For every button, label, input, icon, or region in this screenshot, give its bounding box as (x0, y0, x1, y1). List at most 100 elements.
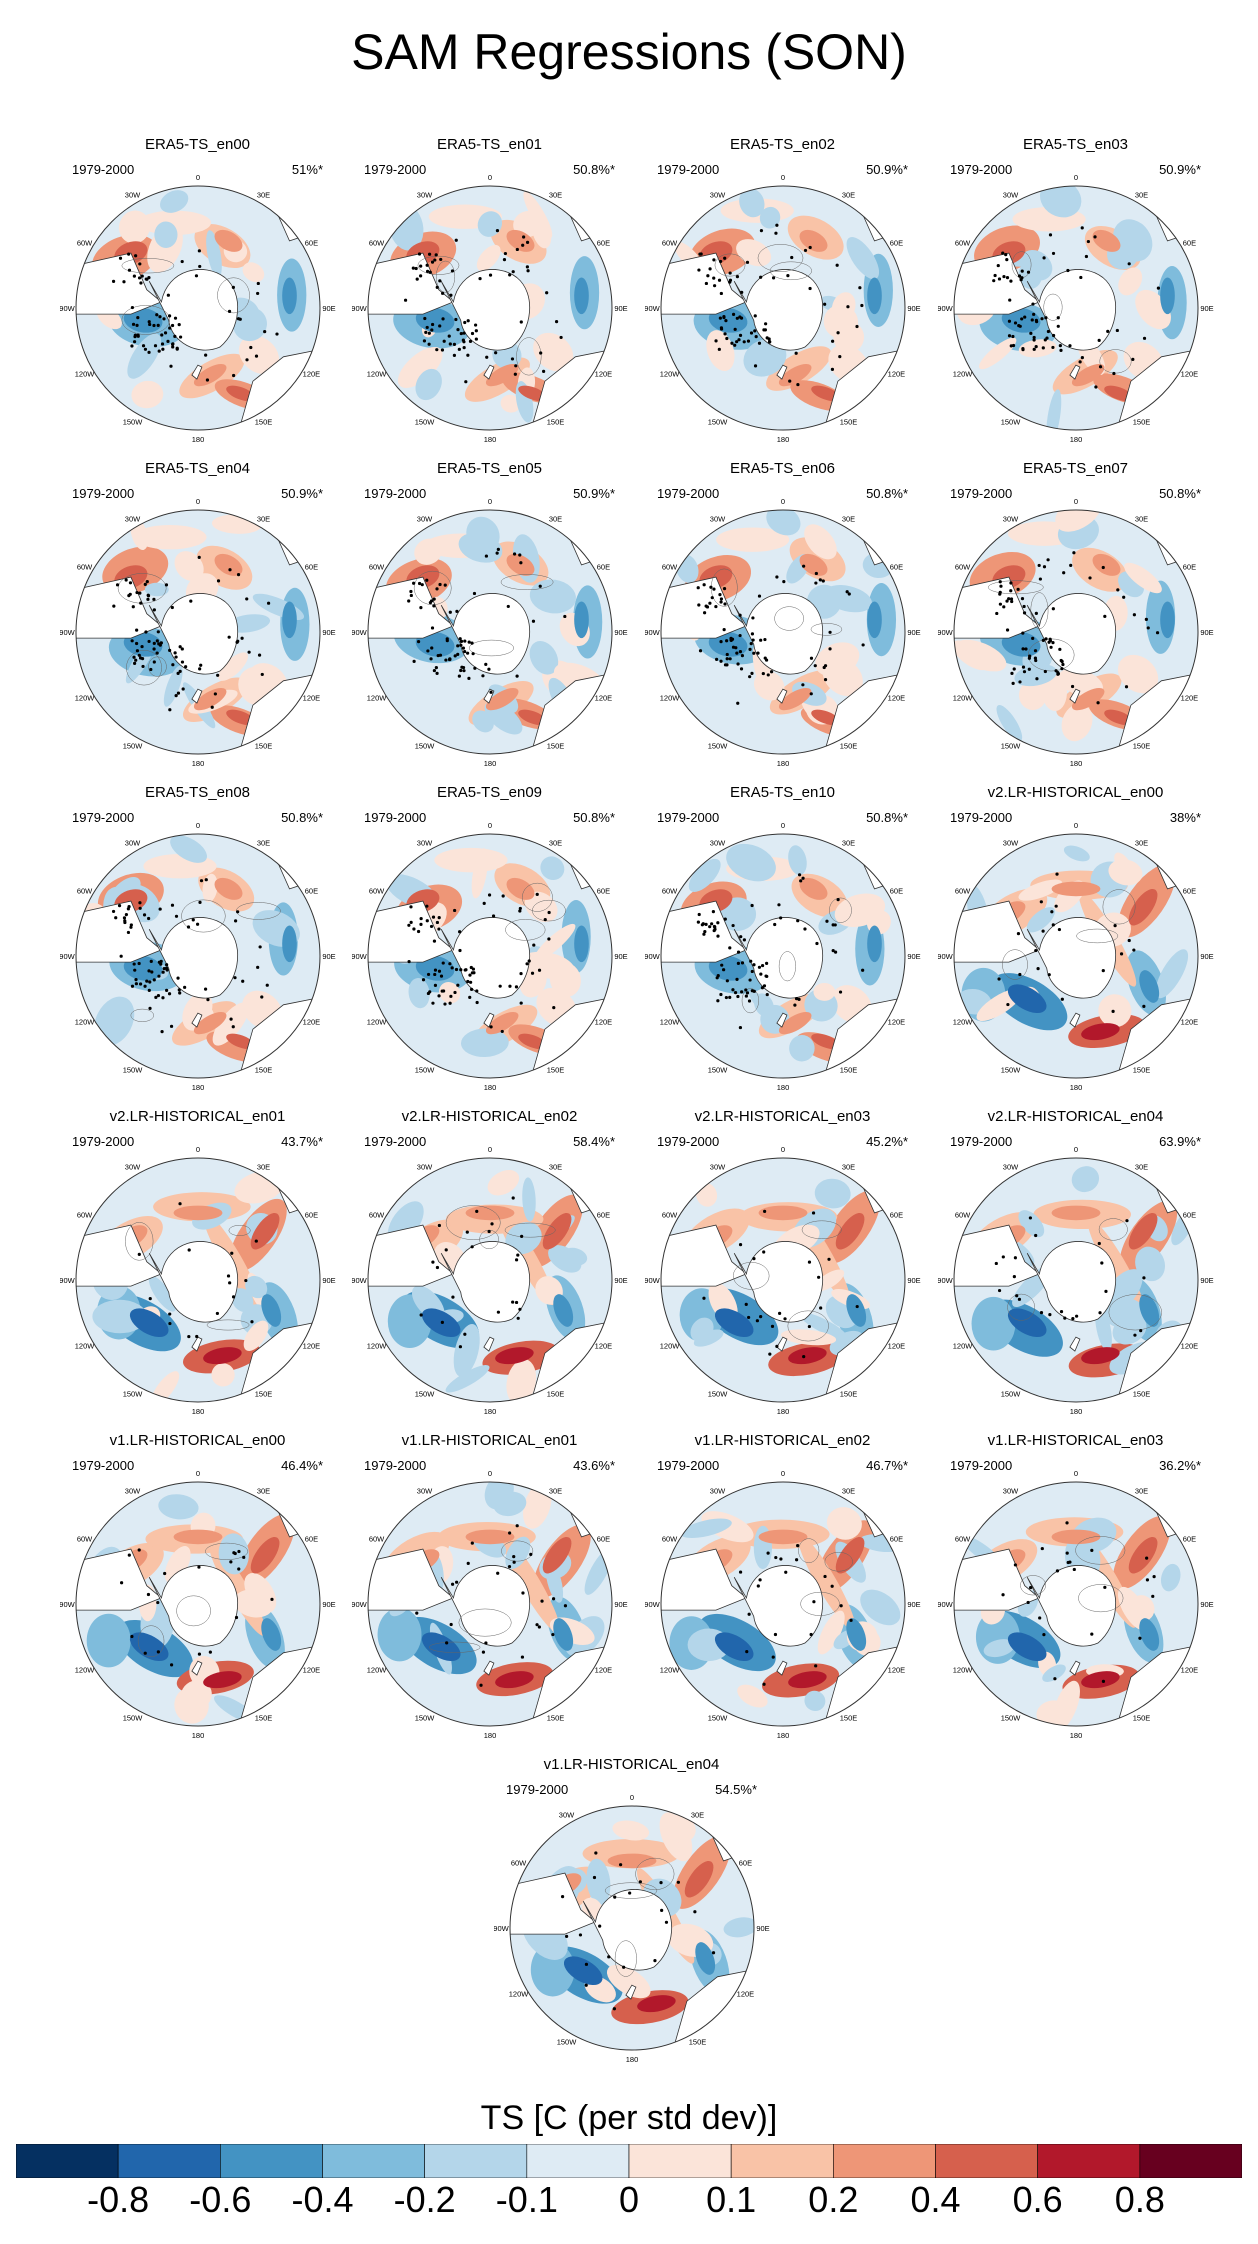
panel-years: 1979-2000 (364, 162, 427, 177)
lon-label: 180 (1070, 759, 1083, 768)
polar-map: 0 30E 60E 90E 120E 150E 180 150W 120W 90W 60W 30W (938, 1469, 1214, 1740)
polar-map: 0 30E 60E 90E 120E 150E 180 150W 120W 90W 60W 30W (60, 173, 336, 444)
map-panel: 0 30E 60E 90E 120E 150E 180 150W 120W 90W 60W 30W ER… (352, 460, 628, 768)
colorbar-swatch (628, 2144, 732, 2178)
lon-label: 30W (125, 1487, 141, 1496)
map-panel: 0 30E 60E 90E 120E 150E 180 150W 120W 90W 60W 30W v2… (938, 1108, 1214, 1416)
lon-label: 180 (484, 1407, 497, 1416)
panel-percent: 50.8%* (866, 810, 908, 825)
lon-label: 30W (125, 1163, 141, 1172)
panel-title: ERA5-TS_en08 (144, 784, 251, 801)
lon-label: 120W (75, 1666, 96, 1675)
lon-label: 30E (1135, 515, 1148, 524)
lon-label: 180 (777, 1731, 790, 1740)
colorbar-tick-label: 0.8 (1114, 2179, 1165, 2220)
lon-label: 30E (549, 839, 562, 848)
lon-label: 30E (842, 1487, 855, 1496)
lon-label: 150E (255, 741, 273, 750)
polar-map: 0 30E 60E 90E 120E 150E 180 150W 120W 90W 60W 30W (645, 497, 921, 768)
lon-label: 150W (123, 1065, 144, 1074)
lon-label: 30W (1003, 1487, 1019, 1496)
lon-label: 150W (415, 1713, 436, 1722)
lon-label: 30E (842, 515, 855, 524)
colorbar-swatch (935, 2144, 1038, 2178)
panel-title: v2.LR-HISTORICAL_en02 (401, 1108, 578, 1125)
colorbar-tick-label: -0.1 (495, 2179, 558, 2220)
lon-label: 30W (417, 515, 433, 524)
lon-label: 60E (597, 563, 610, 572)
lon-label: 60W (662, 1535, 678, 1544)
lon-label: 60E (597, 1211, 610, 1220)
lon-label: 150E (547, 741, 565, 750)
lon-label: 90W (60, 304, 76, 313)
lon-label: 30W (417, 1487, 433, 1496)
polar-map: 0 30E 60E 90E 120E 150E 180 150W 120W 90W 60W 30W (645, 173, 921, 444)
lon-label: 90W (352, 628, 368, 637)
polar-map: 0 30E 60E 90E 120E 150E 180 150W 120W 90W 60W 30W (645, 821, 921, 1092)
lon-label: 120E (888, 1666, 906, 1675)
lon-label: 0 (781, 1145, 785, 1154)
map-panel: 0 30E 60E 90E 120E 150E 180 150W 120W 90W 60W 30W ER… (60, 136, 336, 444)
lon-label: 30W (1003, 191, 1019, 200)
lon-label: 120E (303, 694, 321, 703)
lon-label: 150E (689, 2037, 707, 2046)
lon-label: 120W (660, 1342, 681, 1351)
panel-percent: 50.9%* (1159, 162, 1201, 177)
lon-label: 120W (660, 1018, 681, 1027)
lon-label: 90W (60, 952, 76, 961)
lon-label: 60W (77, 563, 93, 572)
lon-label: 30W (710, 515, 726, 524)
lon-label: 30W (1003, 1163, 1019, 1172)
lon-label: 0 (781, 821, 785, 830)
lon-label: 120W (75, 694, 96, 703)
panel-percent: 50.9%* (281, 486, 323, 501)
panel-title: ERA5-TS_en02 (729, 136, 836, 153)
lon-label: 120E (303, 370, 321, 379)
panel-title: v2.LR-HISTORICAL_en01 (109, 1108, 286, 1125)
lon-label: 90W (352, 952, 368, 961)
lon-label: 60W (662, 239, 678, 248)
colorbar-tick-label: 0.6 (1012, 2179, 1063, 2220)
lon-label: 90E (1200, 628, 1213, 637)
lon-label: 60W (511, 1859, 527, 1868)
polar-map: 0 30E 60E 90E 120E 150E 180 150W 120W 90W 60W 30W (60, 497, 336, 768)
lon-label: 60E (305, 1535, 318, 1544)
lon-label: 30W (125, 839, 141, 848)
lon-label: 180 (1070, 1407, 1083, 1416)
colorbar-swatch (730, 2144, 834, 2178)
lon-label: 150E (547, 1065, 565, 1074)
lon-label: 30E (549, 1163, 562, 1172)
lon-label: 0 (488, 1145, 492, 1154)
lon-label: 90W (938, 304, 954, 313)
lon-label: 30E (1135, 839, 1148, 848)
lon-label: 120E (888, 1018, 906, 1027)
lon-label: 120E (303, 1666, 321, 1675)
lon-label: 30E (842, 839, 855, 848)
panel-years: 1979-2000 (950, 810, 1013, 825)
lon-label: 180 (192, 759, 205, 768)
panel-percent: 50.8%* (573, 810, 615, 825)
lon-label: 120E (1181, 1018, 1199, 1027)
lon-label: 150W (1001, 1389, 1022, 1398)
lon-label: 90W (352, 304, 368, 313)
lon-label: 120W (953, 1666, 974, 1675)
lon-label: 150E (255, 417, 273, 426)
lon-label: 0 (196, 821, 200, 830)
panel-title: ERA5-TS_en09 (436, 784, 543, 801)
lon-label: 180 (484, 1083, 497, 1092)
lon-label: 150W (1001, 741, 1022, 750)
map-panel: 0 30E 60E 90E 120E 150E 180 150W 120W 90W 60W 30W ER… (60, 460, 336, 768)
lon-label: 150E (1133, 1389, 1151, 1398)
map-panel: 0 30E 60E 90E 120E 150E 180 150W 120W 90W 60W 30W v1… (60, 1432, 336, 1740)
lon-label: 180 (1070, 1083, 1083, 1092)
lon-label: 90E (322, 1276, 335, 1285)
lon-label: 150E (547, 1389, 565, 1398)
map-panel: 0 30E 60E 90E 120E 150E 180 150W 120W 90W 60W 30W v2… (60, 1108, 336, 1416)
panel-percent: 54.5%* (715, 1782, 757, 1797)
panel-percent: 58.4%* (573, 1134, 615, 1149)
colorbar-tick-label: -0.8 (87, 2179, 150, 2220)
lon-label: 180 (192, 1731, 205, 1740)
lon-label: 60W (369, 1535, 385, 1544)
lon-label: 30E (842, 1163, 855, 1172)
polar-map: 0 30E 60E 90E 120E 150E 180 150W 120W 90W 60W 30W (352, 173, 628, 444)
